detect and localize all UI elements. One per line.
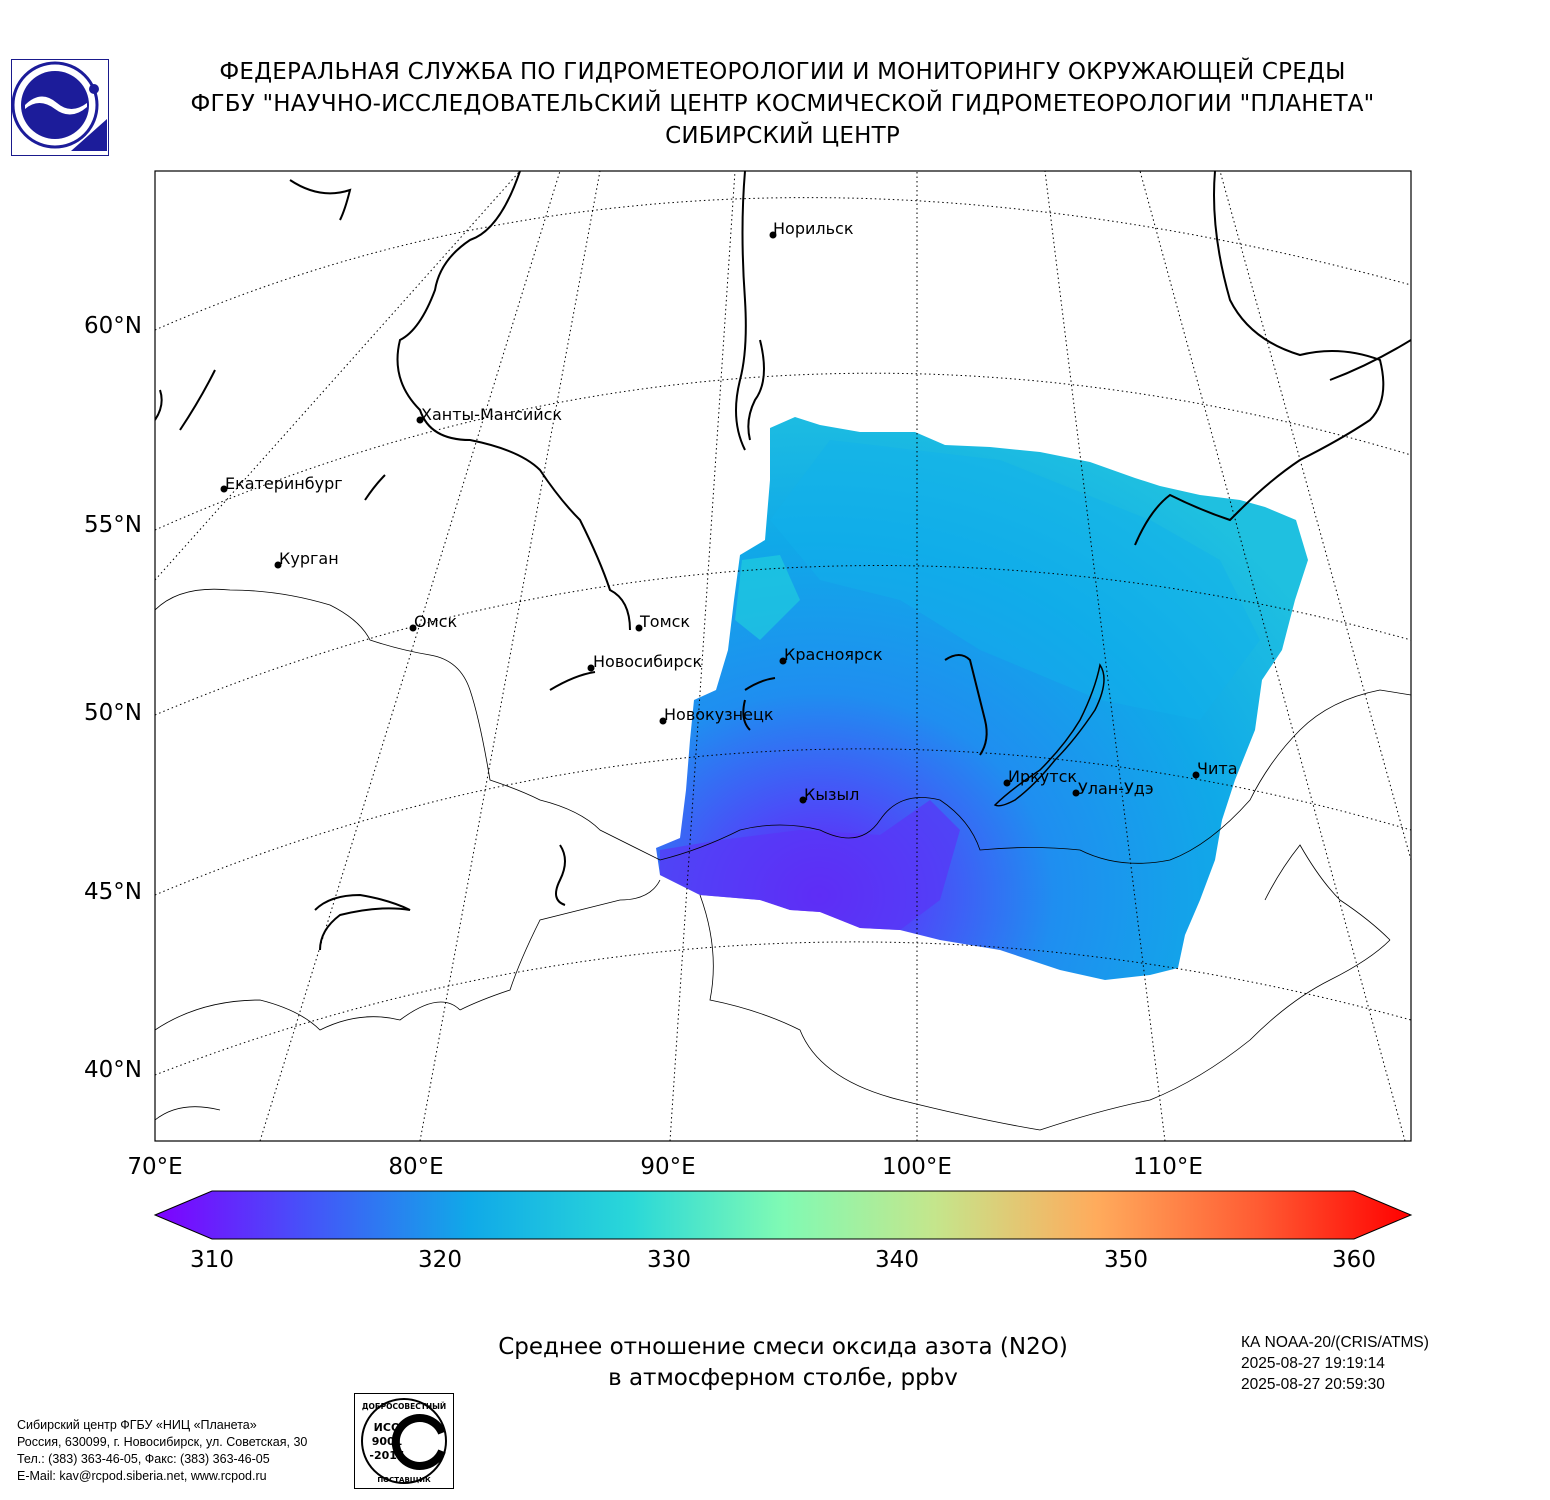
city-irkutsk: Иркутск xyxy=(1008,767,1077,786)
colorbar-tick-340: 340 xyxy=(875,1247,919,1273)
satellite-start-time: 2025-08-27 19:19:14 xyxy=(1241,1355,1385,1372)
map-frame xyxy=(154,170,1412,1142)
contacts-address: Россия, 630099, г. Новосибирск, ул. Сове… xyxy=(17,1435,308,1449)
city-khanty-mansiysk: Ханты-Мансийск xyxy=(421,405,562,424)
city-tomsk: Томск xyxy=(639,612,690,631)
lat-label-50: 50°N xyxy=(84,700,142,726)
iso-top-text: ДОБРОСОВЕСТНЫЙ xyxy=(362,1402,446,1411)
lon-label-100: 100°E xyxy=(882,1154,952,1180)
rivers xyxy=(155,171,1411,951)
borders xyxy=(155,588,1411,1131)
lon-label-80: 80°E xyxy=(388,1154,443,1180)
header-line-1: ФЕДЕРАЛЬНАЯ СЛУЖБА ПО ГИДРОМЕТЕОРОЛОГИИ … xyxy=(219,59,1346,85)
contacts-phone: Тел.: (383) 363-46-05, Факс: (383) 363-4… xyxy=(17,1452,270,1466)
contacts-org: Сибирский центр ФГБУ «НИЦ «Планета» xyxy=(17,1418,257,1432)
n2o-field-low xyxy=(660,800,960,930)
iso-line-2: 9001 xyxy=(372,1435,403,1448)
colorbar-tick-360: 360 xyxy=(1332,1247,1376,1273)
n2o-field-high xyxy=(735,555,800,640)
colorbar-bar xyxy=(153,1190,1413,1240)
city-yekaterinburg: Екатеринбург xyxy=(225,474,343,493)
lat-label-55: 55°N xyxy=(84,512,142,538)
caption-line-2: в атмосферном столбе, ppbv xyxy=(608,1365,958,1391)
colorbar-tick-320: 320 xyxy=(418,1247,462,1273)
iso-badge-icon: ДОБРОСОВЕСТНЫЙ ИСО 9001 -2015 ПОСТАВЩИК xyxy=(354,1393,454,1489)
header-line-2: ФГБУ "НАУЧНО-ИССЛЕДОВАТЕЛЬСКИЙ ЦЕНТР КОС… xyxy=(190,91,1375,117)
iso-line-3: -2015 xyxy=(369,1449,404,1462)
satellite-name: КА NOAA-20/(CRIS/ATMS) xyxy=(1241,1334,1429,1351)
city-kyzyl: Кызыл xyxy=(804,785,859,804)
contacts-email: E-Mail: kav@rcpod.siberia.net, www.rcpod… xyxy=(17,1469,267,1483)
satellite-info: КА NOAA-20/(CRIS/ATMS) 2025-08-27 19:19:… xyxy=(1241,1332,1429,1395)
city-novosibirsk: Новосибирск xyxy=(593,652,702,671)
iso-line-1: ИСО xyxy=(374,1421,401,1434)
map-figure: 60°N 55°N 50°N 45°N 40°N 70°E 80°E 90°E … xyxy=(84,170,1413,1273)
lat-label-40: 40°N xyxy=(84,1057,142,1083)
header: ФЕДЕРАЛЬНАЯ СЛУЖБА ПО ГИДРОМЕТЕОРОЛОГИИ … xyxy=(130,56,1435,152)
lon-label-90: 90°E xyxy=(640,1154,695,1180)
planeta-logo-icon xyxy=(11,59,109,156)
colorbar: 310 320 330 340 350 360 xyxy=(153,1190,1413,1273)
lat-label-60: 60°N xyxy=(84,313,142,339)
city-chita: Чита xyxy=(1197,759,1238,778)
contacts: Сибирский центр ФГБУ «НИЦ «Планета» Росс… xyxy=(17,1417,307,1485)
map-caption: Среднее отношение смеси оксида азота (N2… xyxy=(433,1332,1133,1394)
cities: Норильск Ханты-Мансийск Екатеринбург Кур… xyxy=(220,219,1238,804)
caption-line-1: Среднее отношение смеси оксида азота (N2… xyxy=(498,1334,1068,1360)
city-ulan-ude: Улан-Удэ xyxy=(1078,779,1154,798)
n2o-field-overlay xyxy=(770,440,1260,720)
lon-label-110: 110°E xyxy=(1133,1154,1203,1180)
lon-label-70: 70°E xyxy=(127,1154,182,1180)
colorbar-tick-310: 310 xyxy=(190,1247,234,1273)
iso-bottom-text: ПОСТАВЩИК xyxy=(377,1476,431,1484)
city-kurgan: Курган xyxy=(279,549,339,568)
header-line-3: СИБИРСКИЙ ЦЕНТР xyxy=(665,123,900,149)
city-novokuznetsk: Новокузнецк xyxy=(664,705,774,724)
graticule xyxy=(155,171,1411,1141)
colorbar-tick-330: 330 xyxy=(647,1247,691,1273)
map-area xyxy=(155,171,1411,1141)
colorbar-tick-350: 350 xyxy=(1104,1247,1148,1273)
city-krasnoyarsk: Красноярск xyxy=(784,645,883,664)
city-omsk: Омск xyxy=(414,612,457,631)
lake-baikal xyxy=(993,663,1105,807)
lat-label-45: 45°N xyxy=(84,879,142,905)
satellite-end-time: 2025-08-27 20:59:30 xyxy=(1241,1376,1385,1393)
city-norilsk: Норильск xyxy=(773,219,854,238)
